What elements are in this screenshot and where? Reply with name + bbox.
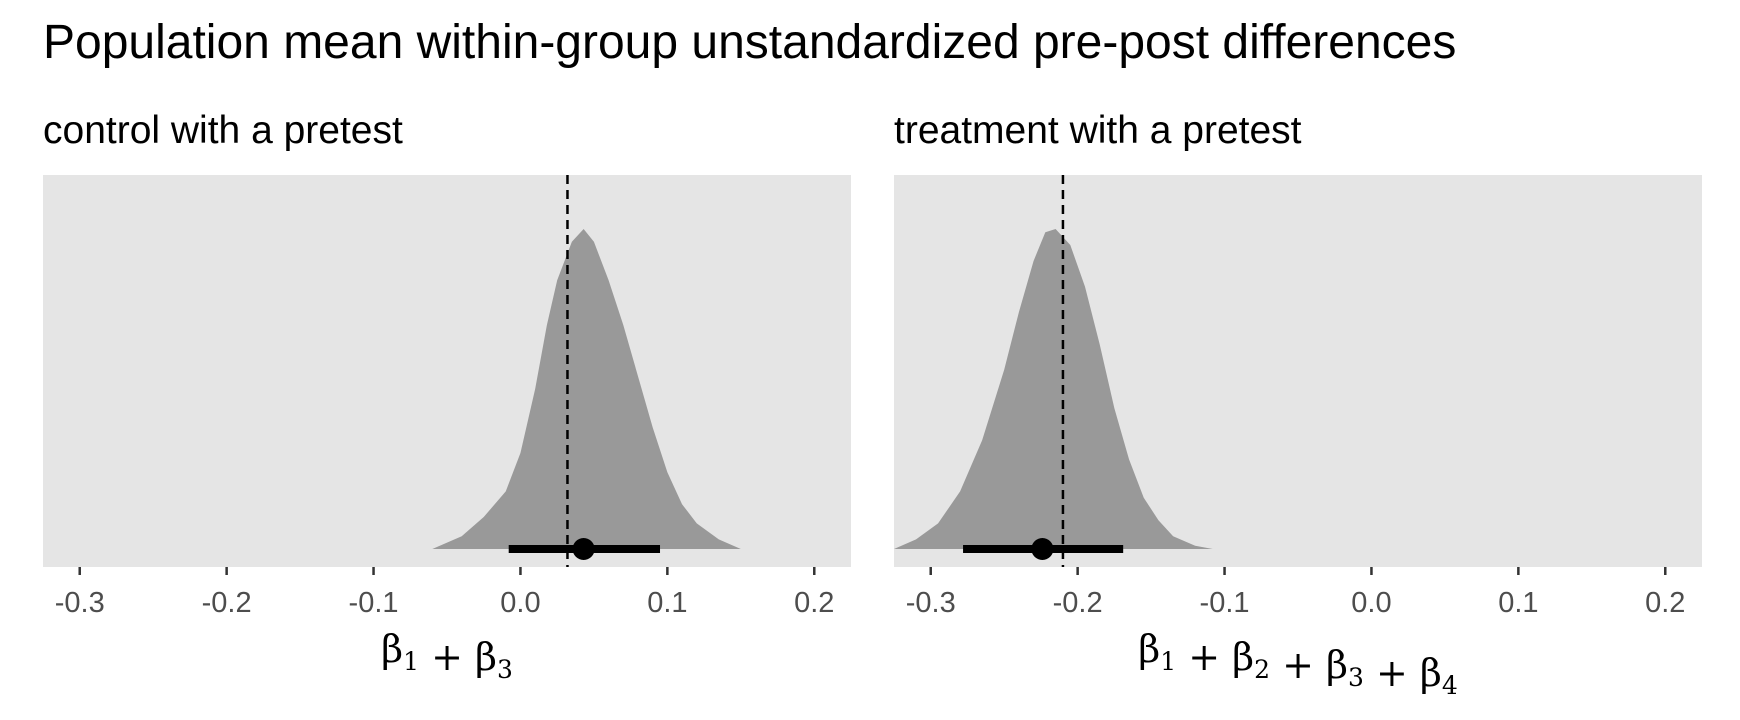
axis-title-subscript: 1 [403, 647, 419, 676]
axis-title-beta: β [1232, 635, 1254, 679]
x-tick-label: -0.3 [55, 587, 105, 619]
panel-background [43, 175, 851, 567]
axis-title-separator: + [1270, 643, 1326, 687]
panel-2: treatment with a pretest -0.3 -0.2 -0.1 0.0 0… [894, 109, 1702, 700]
x-tick-label: -0.1 [1200, 587, 1250, 619]
x-tick-label: -0.1 [349, 587, 399, 619]
axis-title-beta: β [475, 635, 497, 679]
panel-subtitle: treatment with a pretest [894, 109, 1302, 152]
axis-title-subscript: 1 [1160, 647, 1176, 676]
axis-title-subscript: 3 [1348, 663, 1364, 692]
axis-title-separator: + [419, 635, 475, 679]
x-tick-label: -0.3 [906, 587, 956, 619]
density-area [432, 229, 741, 549]
axis-title-separator: + [1176, 635, 1232, 679]
axis-title-beta: β [381, 627, 403, 671]
x-tick-label: 0.0 [1351, 587, 1391, 619]
point-estimate [572, 538, 595, 560]
panels: control with a pretest -0.3 -0.2 -0.1 0.0 0.1… [43, 109, 1702, 700]
panel-subtitle: control with a pretest [43, 109, 403, 152]
axis-title-separator: + [1364, 651, 1420, 695]
x-tick-label: 0.2 [794, 587, 834, 619]
x-axis-title: β1 + β2 + β3 + β4 [1138, 627, 1458, 700]
axis-title-beta: β [1138, 627, 1160, 671]
axis-title-subscript: 2 [1254, 655, 1270, 684]
point-estimate [1031, 538, 1054, 560]
x-tick-label: 0.1 [1498, 587, 1538, 619]
x-tick-label: 0.2 [1645, 587, 1685, 619]
density-area [894, 229, 1213, 549]
axis-title-beta: β [1420, 651, 1442, 695]
x-tick-label: 0.1 [647, 587, 687, 619]
x-tick-label: -0.2 [1053, 587, 1103, 619]
x-axis-title: β1 + β3 [381, 627, 513, 684]
axis-title-subscript: 4 [1442, 671, 1458, 700]
x-tick-label: -0.2 [202, 587, 252, 619]
axis-title-subscript: 3 [497, 655, 513, 684]
x-tick-label: 0.0 [500, 587, 540, 619]
chart-title: Population mean within-group unstandardi… [43, 16, 1456, 69]
axis-title-beta: β [1326, 643, 1348, 687]
panel-1: control with a pretest -0.3 -0.2 -0.1 0.0 0.1… [43, 109, 851, 684]
